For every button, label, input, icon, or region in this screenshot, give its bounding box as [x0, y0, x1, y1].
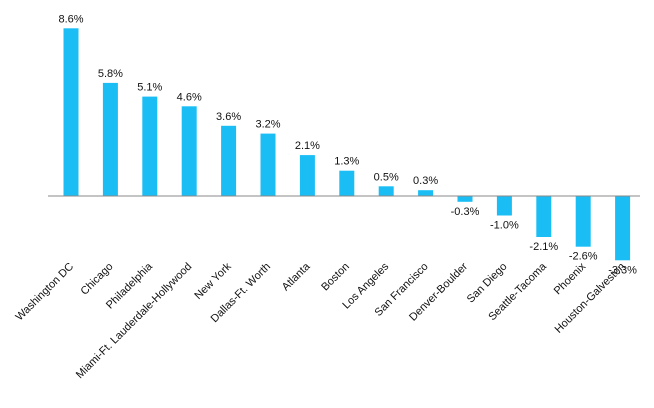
bar-10 [457, 196, 473, 202]
bar-5 [260, 133, 276, 196]
data-label-6: 2.1% [295, 140, 320, 152]
data-label-4: 3.6% [216, 111, 241, 123]
bar-13 [575, 196, 591, 247]
data-label-13: -2.6% [569, 251, 598, 263]
data-label-5: 3.2% [255, 119, 280, 131]
category-label-14: Houston-Galveston [553, 261, 628, 336]
data-label-11: -1.0% [490, 220, 519, 232]
category-label-0: Washington DC [13, 261, 76, 324]
bar-14 [615, 196, 631, 261]
bar-2 [142, 96, 158, 196]
category-label-7: Boston [319, 261, 352, 294]
bar-12 [536, 196, 552, 237]
bar-4 [221, 125, 237, 196]
bar-3 [181, 106, 197, 196]
data-label-3: 4.6% [177, 91, 202, 103]
data-label-1: 5.8% [98, 68, 123, 80]
data-label-14: -3.3% [608, 264, 637, 276]
data-label-8: 0.5% [374, 171, 399, 183]
category-label-13: Phoenix [552, 260, 589, 297]
bar-9 [418, 190, 434, 196]
data-label-2: 5.1% [137, 82, 162, 94]
category-label-1: Chicago [78, 261, 115, 298]
data-label-9: 0.3% [413, 175, 438, 187]
data-label-0: 8.6% [58, 13, 83, 25]
data-label-7: 1.3% [334, 156, 359, 168]
data-label-12: -2.1% [529, 241, 558, 253]
bar-0 [63, 28, 79, 196]
bar-6 [299, 155, 315, 197]
data-label-10: -0.3% [451, 206, 480, 218]
category-label-4: New York [192, 260, 234, 302]
bar-1 [102, 82, 118, 196]
bar-7 [339, 170, 355, 197]
category-label-6: Atlanta [280, 260, 313, 293]
bar-11 [496, 196, 512, 216]
bar-8 [378, 186, 394, 197]
